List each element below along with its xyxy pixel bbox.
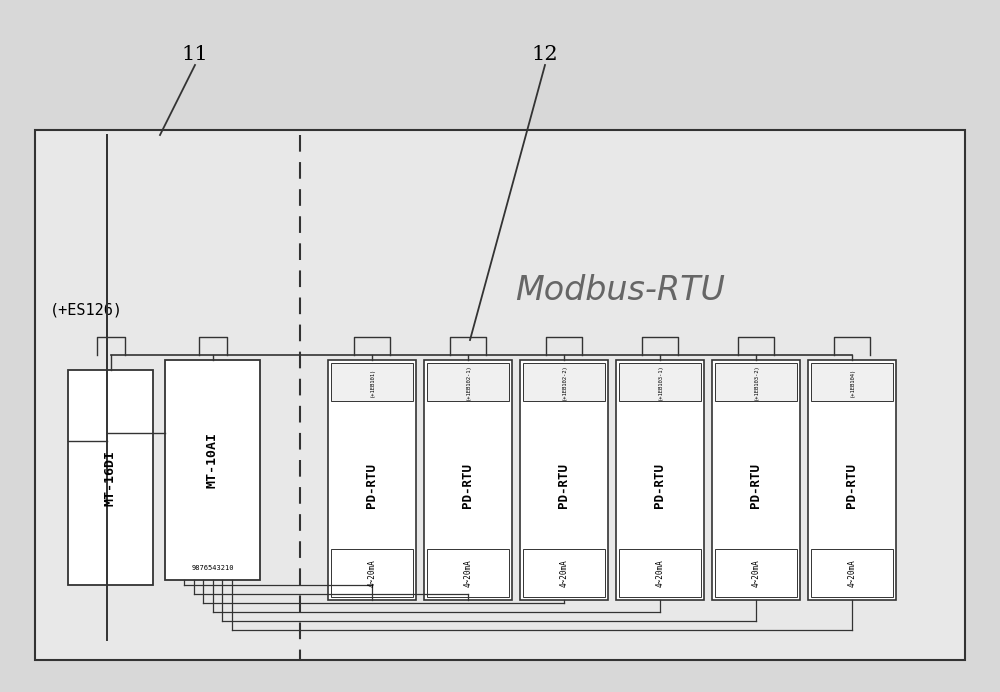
Text: (+1EB103-2): (+1EB103-2) <box>754 364 759 400</box>
Text: Modbus-RTU: Modbus-RTU <box>515 273 725 307</box>
Bar <box>35 130 965 660</box>
Text: 11: 11 <box>182 46 208 64</box>
Bar <box>427 549 509 597</box>
Text: (+1EB101): (+1EB101) <box>370 367 374 397</box>
Text: 4~20mA: 4~20mA <box>752 559 761 587</box>
Bar <box>715 549 797 597</box>
Bar <box>616 360 704 600</box>
Bar <box>331 549 413 597</box>
Bar <box>811 549 893 597</box>
Text: (+1EB102-1): (+1EB102-1) <box>466 364 471 400</box>
Text: 9876543210: 9876543210 <box>191 565 234 571</box>
Text: 4~20mA: 4~20mA <box>656 559 664 587</box>
Text: PD-RTU: PD-RTU <box>558 462 570 507</box>
Bar <box>808 360 896 600</box>
Text: 4~20mA: 4~20mA <box>368 559 376 587</box>
Text: 4~20mA: 4~20mA <box>848 559 856 587</box>
Bar <box>328 360 416 600</box>
Bar <box>523 363 605 401</box>
Text: PD-RTU: PD-RTU <box>846 462 858 507</box>
Bar <box>68 370 153 585</box>
Bar <box>427 363 509 401</box>
Text: (+1EB103-1): (+1EB103-1) <box>658 364 662 400</box>
Bar <box>712 360 800 600</box>
Bar <box>715 363 797 401</box>
Bar <box>523 549 605 597</box>
Bar <box>331 363 413 401</box>
Text: 4~20mA: 4~20mA <box>464 559 473 587</box>
Text: MT-10AI: MT-10AI <box>206 432 219 488</box>
Bar <box>811 363 893 401</box>
Text: MT-16DI: MT-16DI <box>104 450 117 505</box>
Text: PD-RTU: PD-RTU <box>366 462 378 507</box>
Bar <box>520 360 608 600</box>
Text: (+1EB104): (+1EB104) <box>850 367 854 397</box>
Text: 12: 12 <box>532 46 558 64</box>
Text: PD-RTU: PD-RTU <box>750 462 763 507</box>
Text: (+1EB102-2): (+1EB102-2) <box>562 364 566 400</box>
Text: PD-RTU: PD-RTU <box>654 462 666 507</box>
Bar <box>165 360 260 580</box>
Bar <box>619 549 701 597</box>
Bar <box>424 360 512 600</box>
Text: (+ES126): (+ES126) <box>50 302 123 318</box>
Text: 4~20mA: 4~20mA <box>560 559 568 587</box>
Text: PD-RTU: PD-RTU <box>462 462 475 507</box>
Bar <box>619 363 701 401</box>
